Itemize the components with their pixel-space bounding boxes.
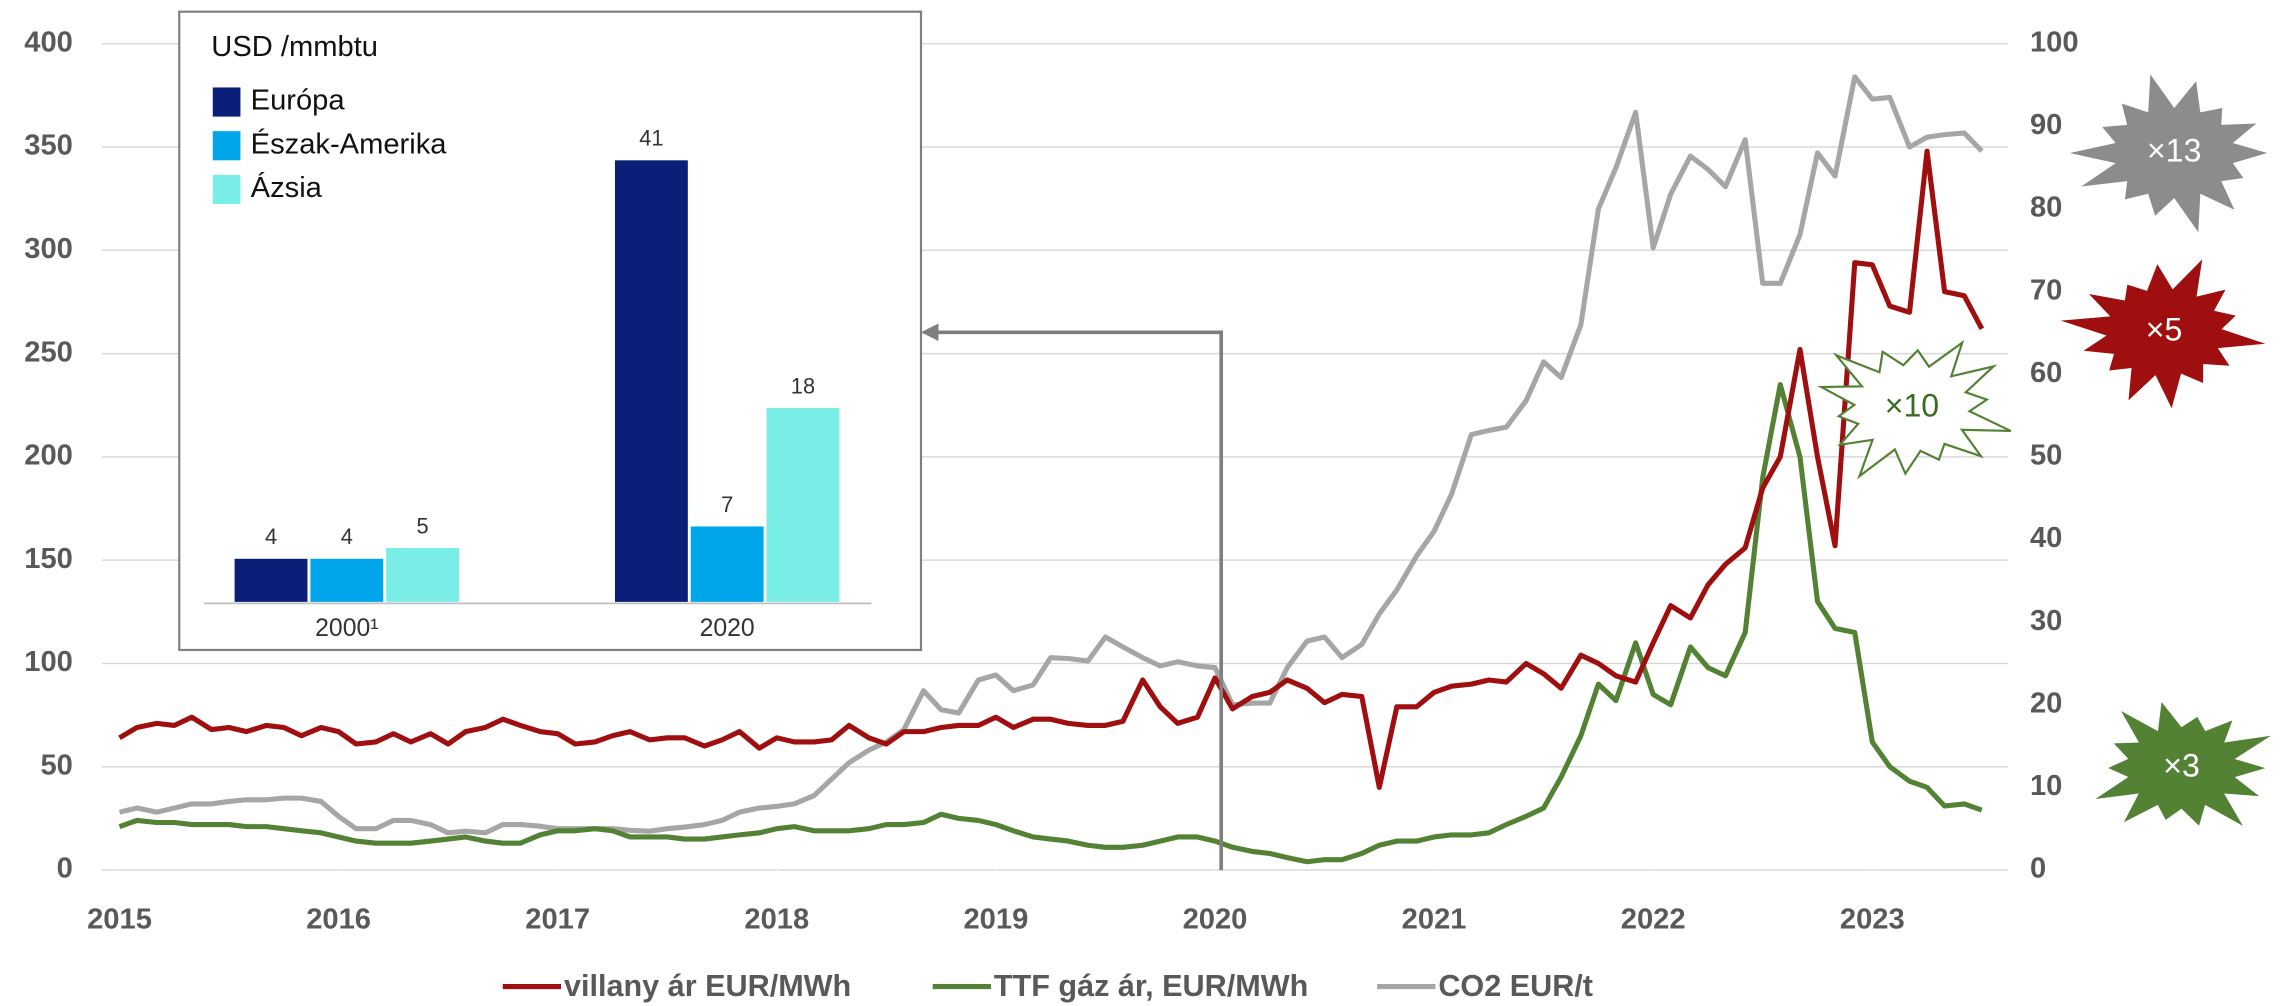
inset-chart: USD /mmbtu Európa Észak-Amerika Ázsia 4 4 5 200…: [178, 10, 923, 652]
x-tick-label: 2023: [1840, 904, 1905, 936]
legend-swatch: [212, 87, 241, 117]
legend-label: Észak-Amerika: [251, 127, 448, 160]
arrow-head: [920, 323, 939, 342]
y2-tick-label: 70: [2030, 274, 2062, 306]
starburst: [1817, 339, 2012, 480]
series-line: [118, 148, 1985, 790]
x-tick-label: 2021: [1402, 904, 1467, 936]
y-tick-label: 350: [24, 130, 73, 162]
y2-tick-label: 80: [2030, 192, 2062, 224]
value-label: 18: [791, 373, 815, 398]
y2-tick-label: 40: [2030, 522, 2062, 554]
y-tick-label: 200: [24, 440, 73, 472]
bar: [614, 160, 688, 602]
y2-tick-label: 0: [2030, 853, 2046, 885]
starburst: [2069, 74, 2268, 233]
y-tick-label: 100: [24, 646, 73, 678]
value-label: 41: [639, 126, 663, 151]
y2-tick-label: 30: [2030, 605, 2062, 637]
x-tick-label: 2015: [87, 904, 152, 936]
arrow: [935, 330, 1224, 871]
y-tick-label: 250: [24, 336, 73, 368]
x-tick-label: 2016: [306, 904, 371, 936]
series-line: [118, 74, 1984, 836]
annotation: ×10: [1885, 388, 1939, 424]
annotation: ×3: [2163, 747, 2200, 783]
annotation: ×13: [2147, 133, 2201, 169]
x-tick-label: 2018: [744, 904, 809, 936]
y2-tick-label: 100: [2030, 26, 2079, 58]
y-tick-label: 150: [24, 543, 73, 575]
y-tick-label: 50: [40, 749, 72, 781]
y2-tick-label: 20: [2030, 687, 2062, 719]
annotation: ×5: [2146, 312, 2183, 348]
bar: [234, 558, 308, 602]
x-tick-label: 2017: [525, 904, 590, 936]
bar: [690, 526, 764, 602]
y2-tick-label: 90: [2030, 109, 2062, 141]
y-tick-label: 300: [24, 233, 73, 265]
legend-swatch: [212, 174, 241, 205]
bar: [386, 548, 460, 602]
y-tick-label: 400: [24, 26, 73, 58]
inset-title: USD /mmbtu: [211, 31, 378, 63]
legend-label: CO2 EUR/t: [1438, 969, 1593, 1003]
legend-swatch: [212, 131, 241, 161]
series-line: [118, 382, 1983, 865]
bar: [310, 558, 384, 602]
starburst: [2060, 259, 2266, 409]
inset-frame: [178, 10, 923, 652]
value-label: 4: [341, 524, 353, 549]
bar: [766, 408, 840, 602]
x-tick-label: 2020: [1183, 904, 1248, 936]
x-tick-label: 2020: [700, 615, 755, 642]
value-label: 7: [721, 492, 733, 517]
value-label: 4: [265, 524, 277, 549]
x-tick-label: 2019: [963, 904, 1028, 936]
legend-label: villany ár EUR/MWh: [564, 969, 851, 1003]
y-tick-label: 0: [57, 853, 73, 885]
y2-tick-label: 10: [2030, 770, 2062, 802]
x-tick-label: 2000¹: [315, 615, 378, 642]
legend-label: Európa: [251, 85, 346, 117]
legend-label: Ázsia: [251, 171, 323, 204]
x-tick-label: 2022: [1621, 904, 1686, 936]
legend-label: TTF gáz ár, EUR/MWh: [994, 969, 1308, 1003]
overlay: ×13 ×5 ×10 ×3: [920, 74, 2271, 871]
y2-tick-label: 60: [2030, 357, 2062, 389]
y2-tick-label: 50: [2030, 440, 2062, 472]
starburst: [2095, 701, 2271, 826]
value-label: 5: [417, 513, 429, 538]
